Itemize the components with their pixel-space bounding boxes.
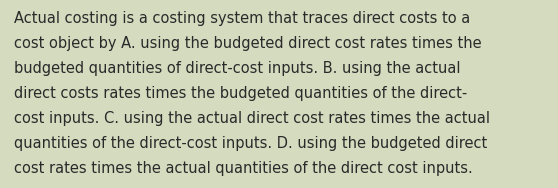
Text: budgeted quantities of direct-cost inputs. B. using the actual: budgeted quantities of direct-cost input… (14, 61, 460, 76)
Text: cost rates times the actual quantities of the direct cost inputs.: cost rates times the actual quantities o… (14, 161, 473, 176)
Text: cost inputs. C. using the actual direct cost rates times the actual: cost inputs. C. using the actual direct … (14, 111, 490, 126)
Text: Actual costing is a costing system that traces direct costs to a: Actual costing is a costing system that … (14, 11, 470, 26)
Text: cost object by A. using the budgeted direct cost rates times the: cost object by A. using the budgeted dir… (14, 36, 482, 51)
Text: direct costs rates times the budgeted quantities of the direct-: direct costs rates times the budgeted qu… (14, 86, 467, 101)
Text: quantities of the direct-cost inputs. D. using the budgeted direct: quantities of the direct-cost inputs. D.… (14, 136, 487, 151)
